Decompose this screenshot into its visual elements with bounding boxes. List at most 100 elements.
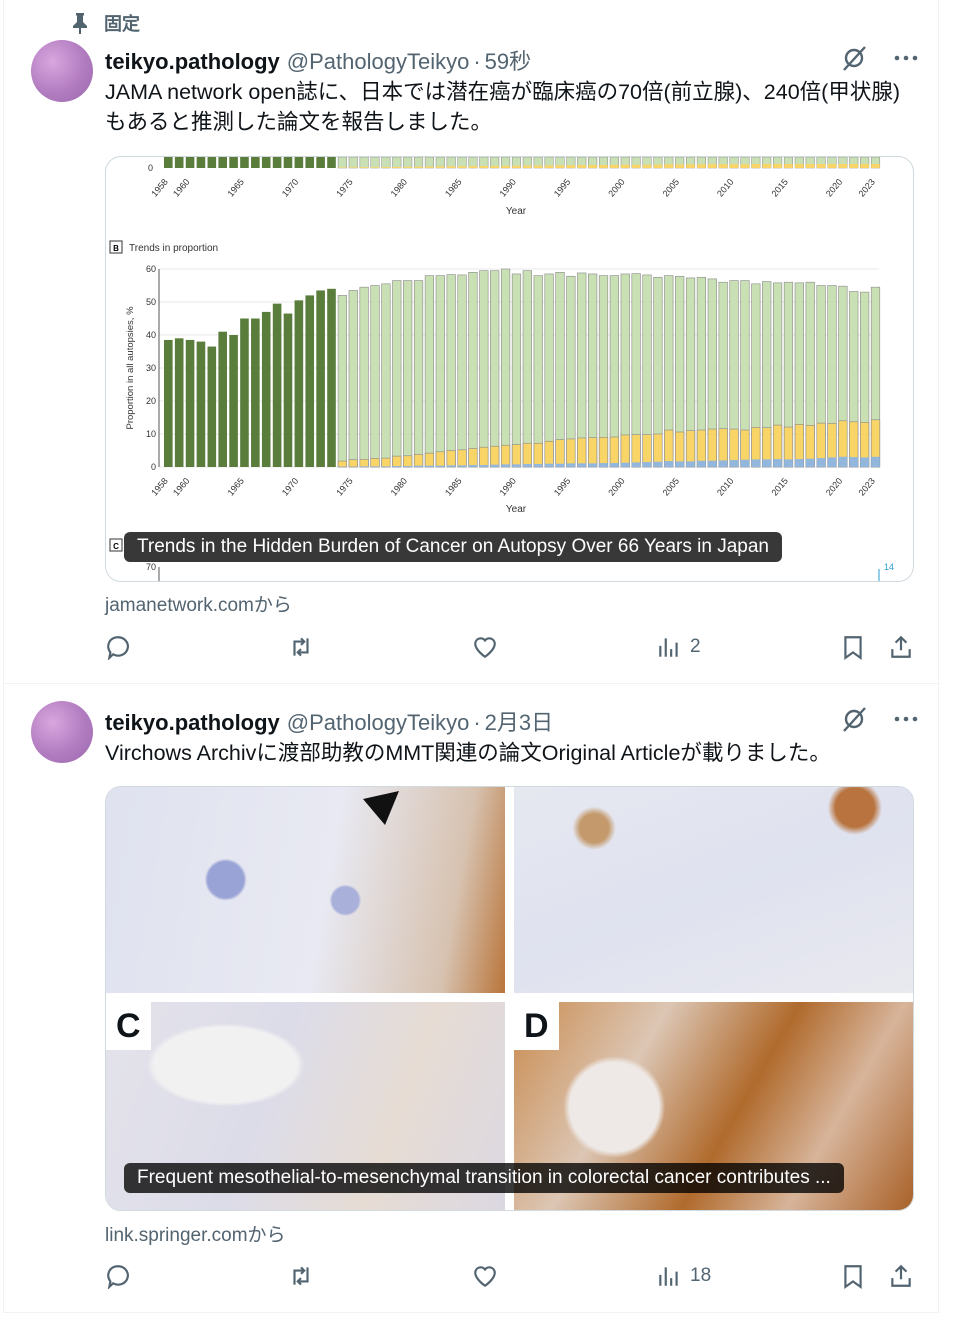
reply-icon: [107, 636, 129, 660]
share-button[interactable]: [888, 634, 914, 660]
timestamp[interactable]: 59秒: [484, 49, 532, 74]
bar-total-1994: [555, 272, 565, 468]
bar-blue-1990: [512, 464, 521, 467]
panel-a-bar: [261, 157, 271, 168]
panel-a-bar-yellow: [338, 167, 347, 168]
bar-yellow-1994: [555, 439, 565, 468]
views-button[interactable]: 18: [656, 1263, 711, 1289]
bar-yellow-1985: [457, 449, 467, 468]
panel-a-bar-yellow: [860, 164, 869, 168]
panel-a-bar-yellow: [697, 164, 706, 168]
share-button[interactable]: [888, 1263, 914, 1289]
panel-label-d: D: [514, 1002, 559, 1050]
panel-b-label-box: [109, 240, 123, 254]
panel-b-xtick-1970: 1970: [280, 476, 301, 498]
panel-c-ytick: 70: [146, 562, 156, 572]
panel-a-bar-yellow: [577, 165, 587, 168]
panel-a-bar-yellow: [871, 164, 880, 168]
like-button[interactable]: [472, 634, 498, 660]
panel-a-bar-yellow: [838, 164, 848, 168]
bookmark-button[interactable]: [840, 634, 866, 660]
panel-a-xtick-1970: 1970: [280, 177, 301, 199]
ytick-10: 10: [146, 429, 156, 439]
grok-icon[interactable]: [840, 44, 868, 72]
bar-total-1990: [511, 273, 522, 468]
avatar[interactable]: [31, 40, 93, 102]
repost-icon: [293, 1266, 309, 1286]
handle[interactable]: @PathologyTeikyo: [286, 49, 470, 74]
timeline: 固定 teikyo.pathology @PathologyTeikyo · 5…: [3, 0, 940, 1313]
bar-1971: [305, 295, 315, 467]
panel-a-bar: [413, 157, 424, 169]
bar-total-1983: [435, 275, 445, 468]
views-button[interactable]: 2: [656, 634, 701, 660]
panel-a-bar: [251, 157, 260, 168]
panel-b-xtick-1990: 1990: [497, 476, 518, 498]
bar-blue-2017: [805, 458, 815, 467]
bar-yellow-1986: [468, 448, 478, 468]
tweet-pinned[interactable]: 固定 teikyo.pathology @PathologyTeikyo · 5…: [4, 0, 940, 683]
bar-blue-1978: [381, 466, 391, 467]
panel-a-bar: [294, 157, 304, 168]
display-name[interactable]: teikyo.pathology: [105, 710, 280, 735]
panel-a-xtick-1980: 1980: [389, 177, 410, 199]
bar-yellow-1981: [413, 454, 424, 468]
panel-a-xtick-2010: 2010: [715, 177, 736, 199]
bar-blue-1976: [359, 466, 369, 467]
arrowhead-marker: [363, 791, 399, 825]
bar-yellow-1999: [609, 436, 619, 468]
panel-a-xlabel: Year: [506, 206, 527, 217]
panel-a-bar-yellow: [555, 165, 565, 168]
panel-a-bar-yellow: [784, 164, 793, 168]
bookmark-button[interactable]: [840, 1263, 866, 1289]
reply-button[interactable]: [105, 1263, 131, 1289]
separator: ·: [473, 49, 481, 74]
panel-b-xlabel: Year: [506, 504, 527, 515]
bar-yellow-1979: [392, 455, 402, 468]
panel-a-bar: [435, 157, 445, 169]
panel-b-xtick-1995: 1995: [552, 476, 573, 498]
bar-total-1979: [392, 280, 402, 468]
panel-a-bar-yellow: [446, 166, 456, 168]
bar-1968: [272, 303, 282, 467]
timestamp[interactable]: 2月3日: [484, 710, 554, 735]
reply-button[interactable]: [105, 634, 131, 660]
bar-blue-2009: [718, 460, 728, 467]
bar-total-1981: [413, 280, 424, 468]
repost-button[interactable]: [288, 634, 314, 660]
panel-a-bar-yellow: [457, 166, 467, 168]
grok-icon[interactable]: [840, 705, 868, 733]
panel-a-bar-yellow: [512, 165, 521, 168]
repost-button[interactable]: [288, 1263, 314, 1289]
bar-total-1985: [457, 274, 467, 468]
more-icon[interactable]: [894, 55, 918, 61]
display-name[interactable]: teikyo.pathology: [105, 49, 280, 74]
more-icon[interactable]: [894, 716, 918, 722]
bar-blue-1994: [555, 463, 565, 467]
card-source[interactable]: jamanetwork.comから: [105, 595, 292, 616]
bar-blue-1981: [414, 465, 423, 467]
bar-1959: [174, 338, 184, 467]
handle[interactable]: @PathologyTeikyo: [286, 710, 470, 735]
panel-a-xtick-1958: 1958: [149, 177, 170, 199]
panel-a-bar-yellow: [425, 166, 434, 168]
panel-a-bar: [424, 157, 434, 169]
panel-c-right-label: 14: [884, 562, 894, 572]
tweet-text: Virchows Archivに渡部助教のMMT関連の論文Original Ar…: [105, 741, 831, 765]
link-card-image[interactable]: C D Frequent mesothelial-to-mesenchymal …: [105, 786, 914, 1211]
separator: ·: [473, 710, 481, 735]
bar-yellow-1995: [566, 438, 576, 468]
bar-blue-2010: [729, 460, 739, 467]
like-button[interactable]: [472, 1263, 498, 1289]
avatar[interactable]: [31, 701, 93, 763]
histology-panel-a: [106, 787, 505, 993]
link-card-image[interactable]: 0 1958 1960 1965 1970 1975 1980 1985 1990 1995 200…: [105, 156, 914, 582]
panel-a-bar: [370, 157, 380, 169]
bar-blue-1982: [425, 465, 434, 467]
tweet-text: JAMA network open誌に、日本では潜在癌が臨床癌の70倍(前立腺)…: [105, 80, 900, 134]
bar-total-1980: [403, 280, 413, 468]
panel-a-xtick-2015: 2015: [769, 177, 790, 199]
card-source[interactable]: link.springer.comから: [105, 1225, 286, 1246]
tweet[interactable]: teikyo.pathology @PathologyTeikyo · 2月3日…: [4, 684, 940, 1312]
